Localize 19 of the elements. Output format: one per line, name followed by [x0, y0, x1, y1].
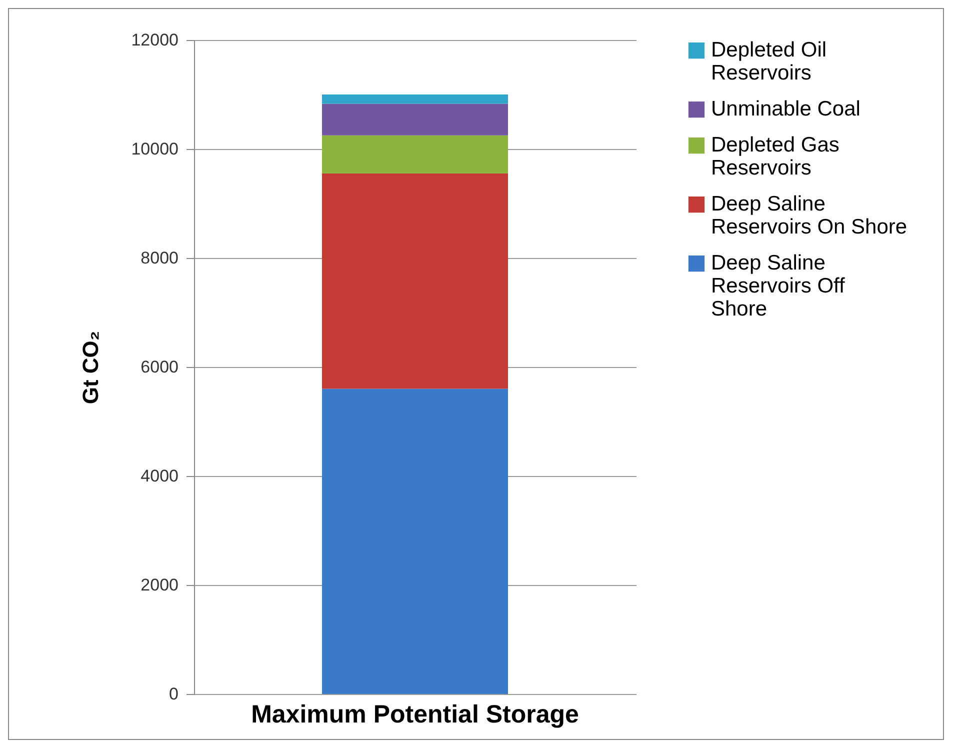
bar: [322, 104, 508, 136]
legend-label: Unminable Coal: [711, 98, 860, 120]
bar: [322, 94, 508, 104]
y-tick-label: 4000: [140, 466, 178, 486]
y-axis-title: Gt CO₂: [78, 330, 104, 404]
bar: [322, 174, 508, 389]
bar: [322, 388, 508, 694]
x-tick-label: Maximum Potential Storage: [251, 700, 580, 728]
y-tick-label: 6000: [140, 358, 178, 376]
legend-label: Depleted Gas Reservoirs: [711, 134, 840, 180]
y-tick-label: 8000: [140, 248, 178, 268]
legend-label: Depleted Oil Reservoirs: [711, 38, 827, 84]
y-tick-label: 12000: [131, 30, 178, 50]
y-tick-label: 0: [169, 684, 178, 704]
legend-label: Deep Saline Reservoirs On Shore: [711, 192, 908, 238]
legend-label: Deep Saline Reservoirs Off Shore: [711, 252, 845, 320]
y-tick-label: 10000: [131, 140, 178, 158]
bar: [322, 135, 508, 174]
y-tick-label: 2000: [140, 576, 178, 594]
